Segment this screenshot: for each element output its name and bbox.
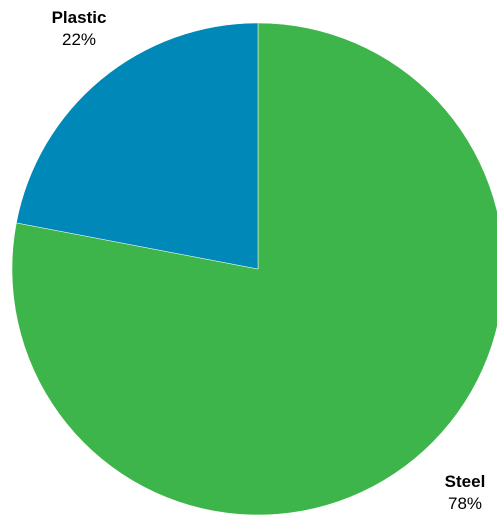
slice-label-plastic: Plastic: [52, 8, 107, 27]
slice-value-plastic: 22%: [62, 30, 96, 49]
pie-slices: [11, 22, 497, 516]
slice-label-steel: Steel: [445, 472, 486, 491]
slice-value-steel: 78%: [448, 494, 482, 513]
pie-labels: Steel 78% Plastic 22%: [52, 8, 486, 513]
pie-slice-steel: [11, 22, 497, 516]
pie-slice-plastic: [16, 22, 259, 270]
